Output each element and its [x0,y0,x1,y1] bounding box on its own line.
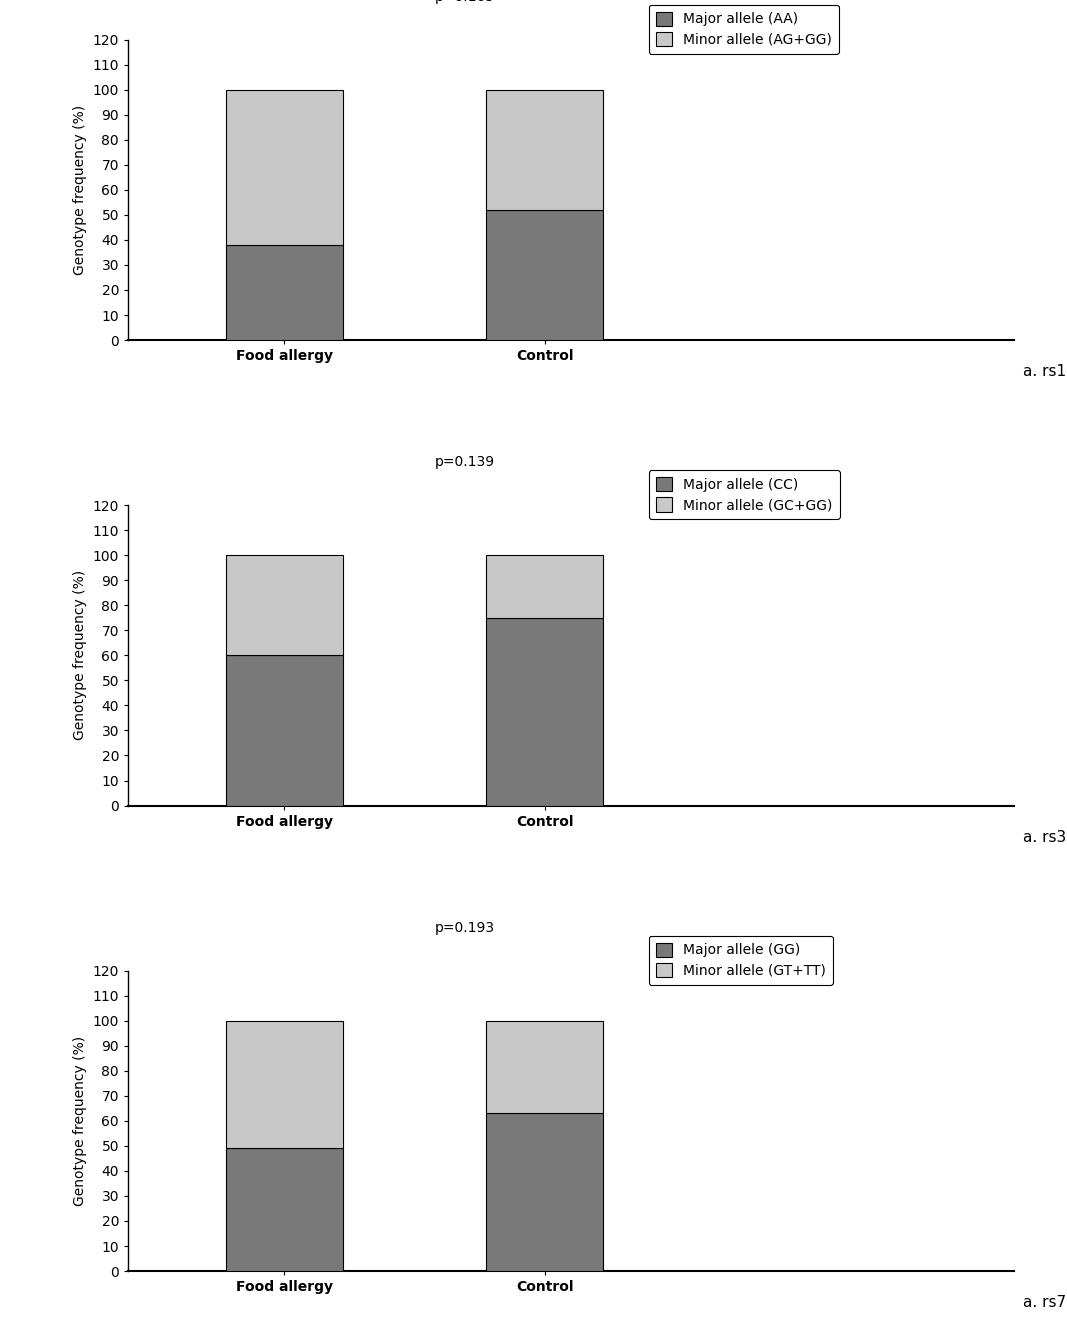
Text: p=0.139: p=0.139 [434,455,495,469]
Bar [487,555,604,618]
Bar [487,211,604,340]
Bar [226,1148,343,1271]
Bar [487,1021,604,1113]
Legend: Major allele (AA), Minor allele (AG+GG): Major allele (AA), Minor allele (AG+GG) [649,4,839,54]
Bar [226,655,343,805]
Legend: Major allele (GG), Minor allele (GT+TT): Major allele (GG), Minor allele (GT+TT) [649,936,833,985]
Bar [487,1113,604,1271]
Bar [226,245,343,340]
Text: a. rs3782905: a. rs3782905 [1022,830,1067,845]
Bar [487,90,604,211]
Text: a. rs7975232: a. rs7975232 [1022,1295,1067,1309]
Bar [226,1021,343,1148]
Bar [487,618,604,805]
Bar [226,90,343,245]
Y-axis label: Genotype frequency (%): Genotype frequency (%) [73,105,86,275]
Y-axis label: Genotype frequency (%): Genotype frequency (%) [73,571,86,740]
Text: p=0.193: p=0.193 [434,920,495,935]
Text: a. rs1540339: a. rs1540339 [1022,364,1067,379]
Bar [226,555,343,655]
Legend: Major allele (CC), Minor allele (GC+GG): Major allele (CC), Minor allele (GC+GG) [649,470,840,519]
Text: p=0.165: p=0.165 [434,0,495,4]
Y-axis label: Genotype frequency (%): Genotype frequency (%) [73,1035,86,1206]
